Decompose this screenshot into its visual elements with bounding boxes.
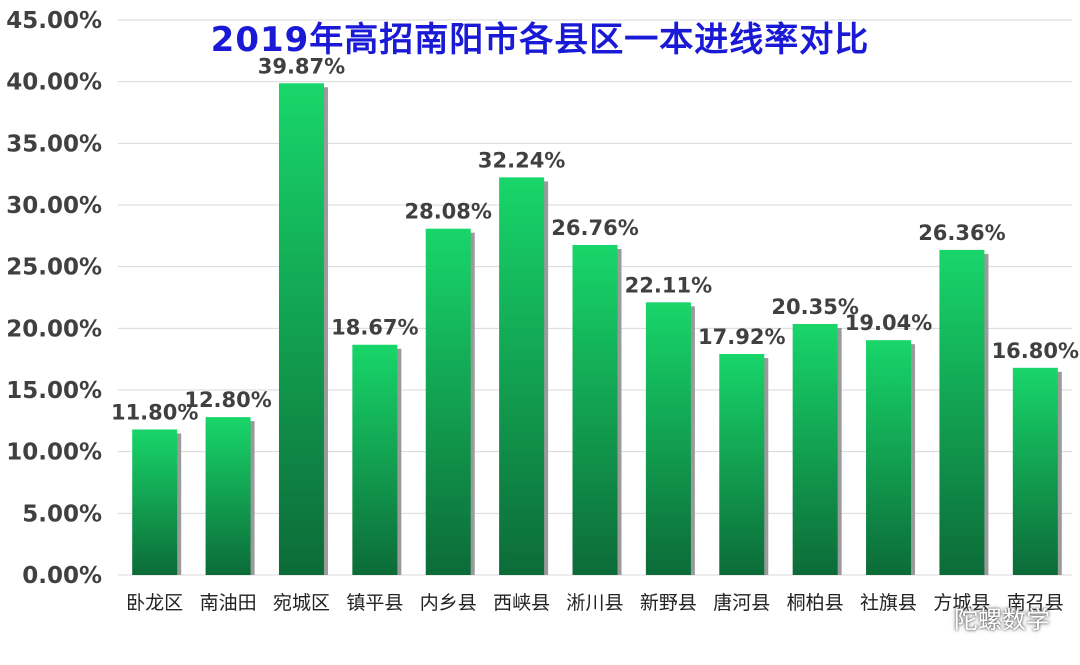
bar: [645, 302, 691, 575]
y-tick-label: 30.00%: [6, 193, 102, 219]
bars: [132, 83, 1062, 576]
watermark-text: 陀螺数学: [954, 606, 1050, 634]
value-labels: 11.80%12.80% 39.87% 18.67% 28.08% 32.24% 26.7…: [111, 54, 1079, 424]
bar-value-label: 17.92%: [698, 325, 785, 349]
wechat-icon: [918, 610, 947, 632]
y-tick-label: 35.00%: [6, 131, 102, 157]
y-tick-label: 0.00%: [22, 563, 102, 589]
bar-value-label: 16.80%: [992, 339, 1079, 363]
bar: [205, 417, 251, 575]
x-tick-label: 内乡县: [420, 592, 477, 614]
bar: [132, 429, 178, 575]
x-tick-label: 西峡县: [493, 592, 550, 614]
bar-value-label: 26.36%: [918, 221, 1005, 245]
x-tick-label: 卧龙区: [126, 592, 183, 614]
chart-title: 2019年高招南阳市各县区一本进线率对比: [210, 20, 870, 60]
x-tick-label: 宛城区: [273, 592, 330, 614]
y-tick-label: 20.00%: [6, 316, 102, 342]
x-tick-label: 镇平县: [346, 592, 403, 614]
y-tick-label: 15.00%: [6, 378, 102, 404]
x-tick-label: 新野县: [640, 592, 697, 614]
bar: [1012, 367, 1058, 575]
bar: [352, 344, 398, 575]
x-tick-label: 方城县: [933, 592, 990, 614]
bar: [866, 340, 912, 575]
bar-value-label: 11.80%: [111, 400, 198, 424]
bar-value-label: 39.87%: [258, 54, 345, 78]
bar-value-label: 18.67%: [331, 316, 418, 340]
x-tick-label: 桐柏县: [787, 592, 844, 614]
y-tick-label: 40.00%: [6, 70, 102, 96]
y-tick-label: 10.00%: [6, 440, 102, 466]
x-tick-label: 南召县: [1007, 592, 1064, 614]
y-tick-label: 45.00%: [6, 8, 102, 34]
bar: [572, 244, 618, 575]
bar-value-label: 28.08%: [404, 200, 491, 224]
x-tick-label: 南油田: [200, 592, 257, 614]
x-tick-label: 淅川县: [566, 592, 623, 614]
bar-value-label: 20.35%: [771, 295, 858, 319]
bar: [278, 83, 324, 576]
bar: [499, 177, 545, 575]
bar: [719, 353, 765, 575]
bar: [939, 249, 985, 576]
x-axis-ticks: 卧龙区 南油田 宛城区 镇平县 内乡县 西峡县 淅川县 新野县 唐河县 桐柏县 社旗县 方城县 南召县: [126, 592, 1064, 614]
bar-value-label: 19.04%: [845, 311, 932, 335]
watermark: 陀螺数学: [918, 600, 1050, 635]
x-tick-label: 社旗县: [860, 592, 917, 614]
y-tick-label: 5.00%: [22, 501, 102, 527]
bar: [792, 324, 838, 575]
bar-value-label: 12.80%: [184, 388, 271, 412]
x-tick-label: 唐河县: [713, 592, 770, 614]
bar: [425, 228, 471, 575]
bar-value-label: 22.11%: [625, 273, 712, 297]
y-tick-label: 25.00%: [6, 255, 102, 281]
y-axis-ticks: 0.00% 5.00% 10.00% 15.00% 20.00% 25.00% 30.00%…: [6, 8, 102, 589]
bar-value-label: 26.76%: [551, 216, 638, 240]
bar-value-label: 32.24%: [478, 148, 565, 172]
